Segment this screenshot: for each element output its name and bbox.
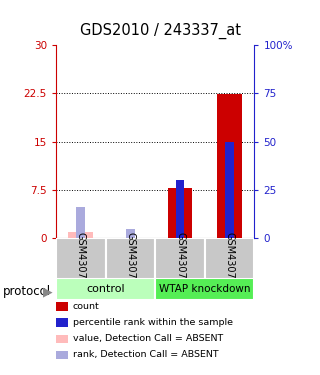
Text: ▶: ▶ [43,285,53,298]
Bar [168,188,192,238]
Text: percentile rank within the sample: percentile rank within the sample [73,318,233,327]
Bar [106,238,155,279]
Bar [56,278,155,300]
Text: count: count [73,302,100,311]
Text: GSM43073: GSM43073 [225,232,235,285]
Text: control: control [86,284,125,294]
Text: rank, Detection Call = ABSENT: rank, Detection Call = ABSENT [73,350,219,359]
Bar [126,230,135,238]
Text: GSM43070: GSM43070 [76,232,86,285]
Bar [205,238,254,279]
Text: value, Detection Call = ABSENT: value, Detection Call = ABSENT [73,334,223,343]
Bar [68,232,93,238]
Text: GSM43072: GSM43072 [125,232,135,285]
Bar [217,94,242,238]
Bar [155,278,254,300]
Bar [56,238,106,279]
Text: GSM43071: GSM43071 [175,232,185,285]
Bar [155,238,205,279]
Bar [225,142,234,238]
Bar [76,207,85,238]
Text: WTAP knockdown: WTAP knockdown [159,284,251,294]
Bar [176,180,184,238]
Text: GDS2010 / 243337_at: GDS2010 / 243337_at [79,23,241,39]
Text: protocol: protocol [3,285,51,298]
